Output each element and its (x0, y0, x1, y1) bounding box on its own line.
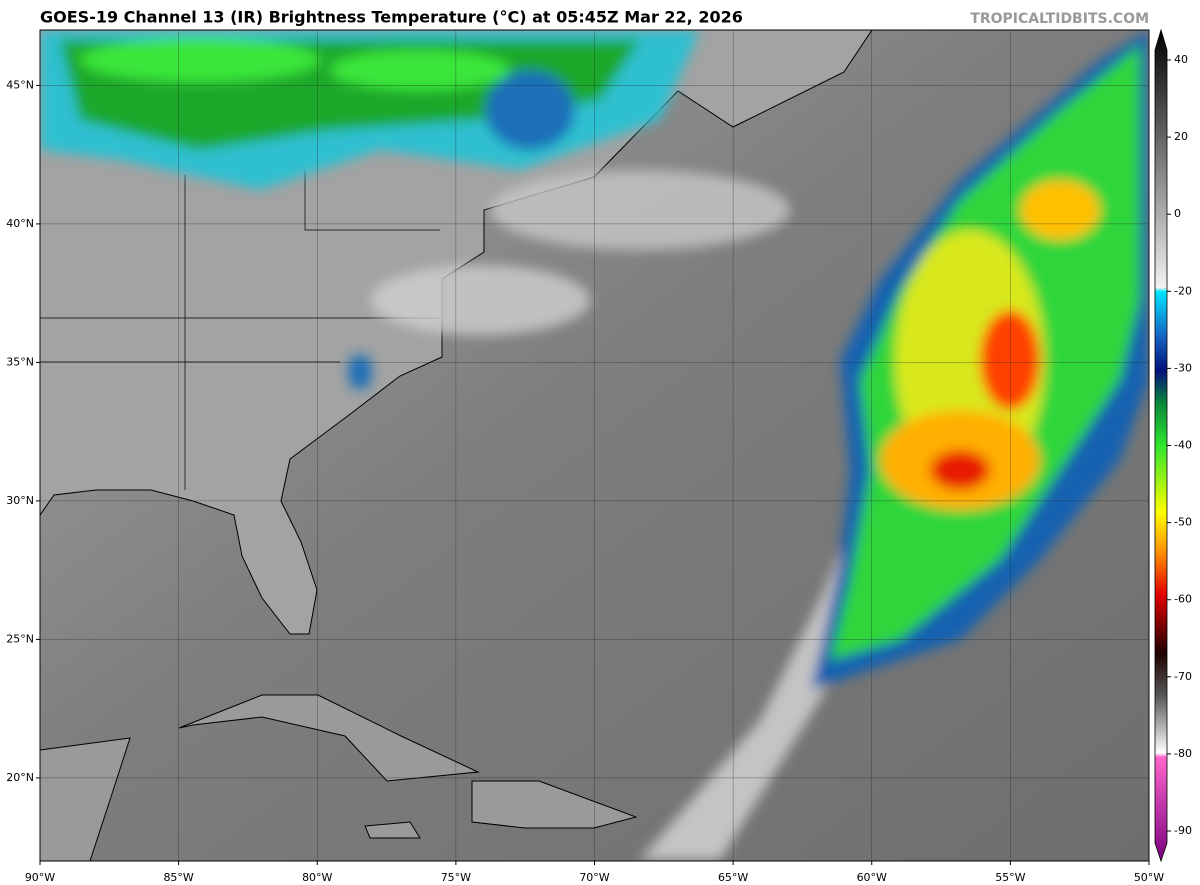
colorbar-ticks: 40 20 0 -20 -30 -40 -50 -60 -70 -80 -90 (1167, 53, 1192, 837)
lon-tick-label: 60°W (857, 871, 887, 884)
colorbar-tick-label: -90 (1174, 824, 1192, 837)
colorbar-tick-label: -80 (1174, 747, 1192, 760)
jamaica (364, 821, 421, 839)
colorbar-tick-label: -40 (1174, 439, 1192, 452)
lon-tick-label: 70°W (579, 871, 609, 884)
colorbar-tick-label: -30 (1174, 361, 1192, 374)
lat-tick-label: 35°N (6, 355, 34, 368)
colorbar-tick-label: -70 (1174, 670, 1192, 683)
lon-tick-label: 75°W (441, 871, 471, 884)
colorbar-tick-label: -20 (1174, 284, 1192, 297)
cuba (178, 694, 480, 782)
state-borders (40, 170, 440, 490)
lon-tick-label: 55°W (995, 871, 1025, 884)
lon-tick-label: 85°W (163, 871, 193, 884)
hispaniola (471, 780, 638, 829)
yucatan (40, 737, 131, 861)
lat-tick-label: 45°N (6, 78, 34, 91)
clouds (40, 30, 1149, 860)
colorbar-tick-label: -60 (1174, 593, 1192, 606)
lon-tick-label: 90°W (25, 871, 55, 884)
lon-tick-label: 65°W (718, 871, 748, 884)
lat-tick-label: 20°N (6, 771, 34, 784)
colorbar-tick-label: 0 (1174, 207, 1181, 220)
lon-tick-label: 80°W (302, 871, 332, 884)
lat-tick-label: 25°N (6, 632, 34, 645)
colorbar-tick-label: -50 (1174, 516, 1192, 529)
colorbar (1154, 28, 1168, 863)
colorbar-tick-label: 20 (1174, 130, 1188, 143)
colorbar-tick-label: 40 (1174, 53, 1188, 66)
lat-tick-label: 30°N (6, 494, 34, 507)
lat-tick-label: 40°N (6, 217, 34, 230)
credit: TROPICALTIDBITS.COM (970, 11, 1149, 27)
graticule: 90°W 85°W 80°W 75°W 70°W 65°W 60°W 55°W 50°W 20°N… (6, 30, 1164, 884)
lon-tick-label: 50°W (1134, 871, 1164, 884)
map-title: GOES-19 Channel 13 (IR) Brightness Tempe… (40, 8, 743, 27)
